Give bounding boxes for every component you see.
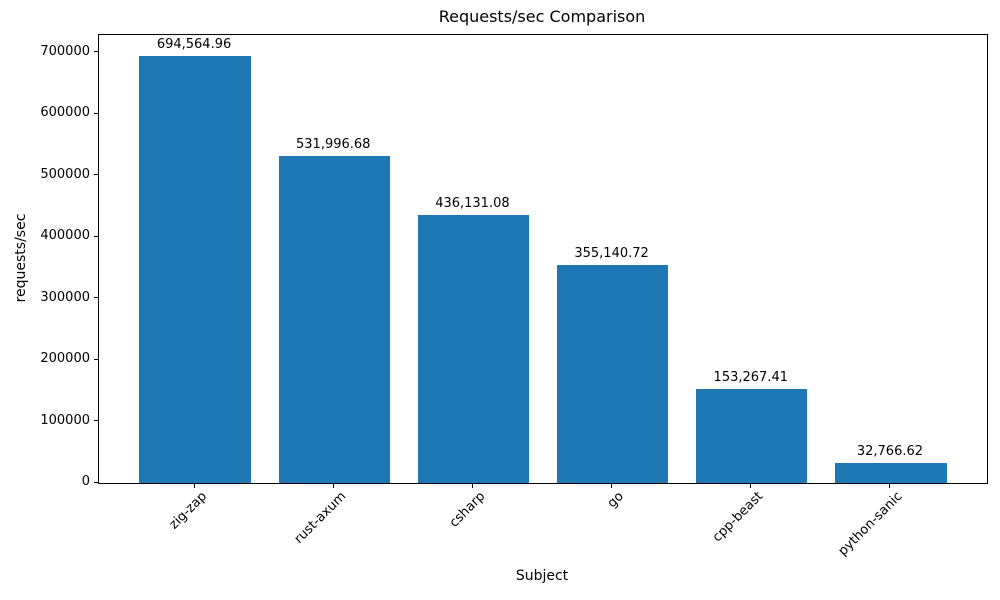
bar-value-label: 531,996.68	[296, 137, 371, 153]
x-tick-label-zig-zap: zig-zap	[166, 489, 210, 533]
bar-rust-axum	[278, 156, 390, 483]
x-tick-label-go: go	[605, 489, 628, 512]
y-axis-label: requests/sec	[13, 213, 29, 303]
x-tick-mark	[611, 483, 613, 488]
y-tick-label: 500000	[40, 166, 90, 182]
y-tick-label: 700000	[40, 43, 90, 59]
x-tick-label-rust-axum: rust-axum	[291, 489, 349, 547]
x-tick-mark	[193, 483, 195, 488]
bar-value-label: 355,140.72	[574, 245, 649, 261]
bar-value-label: 436,131.08	[435, 196, 510, 212]
bar-python-sanic	[835, 462, 947, 483]
y-tick-mark	[94, 174, 99, 176]
bar-csharp	[417, 215, 530, 483]
x-tick-label-cpp-beast: cpp-beast	[710, 489, 767, 546]
x-tick-label-csharp: csharp	[446, 489, 489, 531]
plot-area	[98, 34, 988, 484]
y-tick-mark	[94, 297, 99, 299]
bar-zig-zap	[139, 56, 251, 483]
y-tick-mark	[94, 358, 99, 360]
bar-value-label: 32,766.62	[856, 443, 924, 459]
x-tick-mark	[750, 483, 752, 488]
y-tick-mark	[94, 112, 99, 114]
bar-go	[556, 264, 669, 483]
y-tick-mark	[94, 481, 99, 483]
y-tick-label: 600000	[40, 105, 90, 121]
chart-title: Requests/sec Comparison	[438, 7, 646, 26]
y-tick-mark	[94, 420, 99, 422]
y-tick-label: 0	[81, 474, 90, 489]
y-tick-label: 300000	[40, 289, 90, 305]
x-tick-mark	[471, 483, 473, 488]
y-tick-label: 200000	[40, 351, 90, 367]
bar-cpp-beast	[696, 388, 808, 483]
bar-value-label: 153,267.41	[713, 369, 788, 385]
bar-value-label: 694,564.96	[156, 37, 232, 53]
y-tick-mark	[94, 51, 99, 53]
x-tick-label-python-sanic: python-sanic	[835, 489, 906, 559]
x-tick-mark	[889, 483, 891, 488]
y-tick-label: 400000	[40, 228, 90, 244]
x-tick-mark	[332, 483, 334, 488]
x-axis-label: Subject	[515, 568, 569, 584]
y-tick-label: 100000	[40, 412, 90, 428]
y-tick-mark	[94, 235, 99, 237]
